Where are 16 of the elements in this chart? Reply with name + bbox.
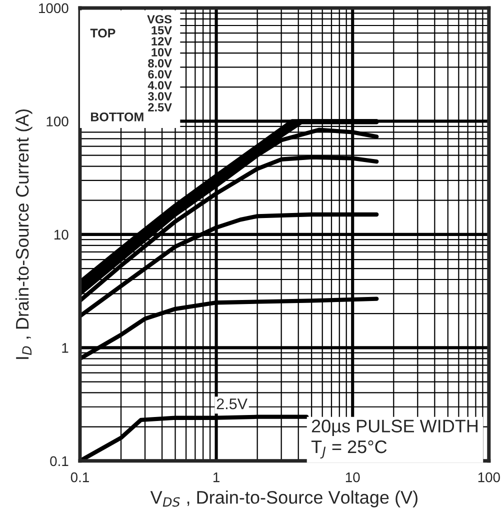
y-tick-label: 1 [62, 343, 68, 353]
x-tick-label: 0.1 [70, 472, 89, 482]
annotation: TOP [90, 28, 116, 38]
x-tick-label: 10 [346, 472, 360, 482]
x-axis-title: V$_{DS}$ , Drain-to-Source Voltage (V) [150, 490, 418, 508]
x-tick-label: 1 [213, 472, 220, 482]
y-tick-label: 10 [54, 230, 68, 240]
x-tick-label: 100 [478, 472, 500, 482]
annotation: 2.5V [216, 398, 248, 410]
y-tick-label: 100 [46, 116, 68, 126]
y-tick-label: 1000 [39, 3, 68, 14]
y-axis-title: I$_{D}$ , Drain-to-Source Current (A) [15, 109, 32, 359]
text: VGS 15V 12V 10V 8.0V 6.0V 4.0V 3.0V 2.5V [147, 15, 172, 112]
annotation: BOTTOM [91, 112, 144, 122]
annotation: 20µs PULSE WIDTH T$_{J}$ = 25°C [311, 420, 478, 459]
y-tick-label: 0.1 [50, 456, 68, 466]
